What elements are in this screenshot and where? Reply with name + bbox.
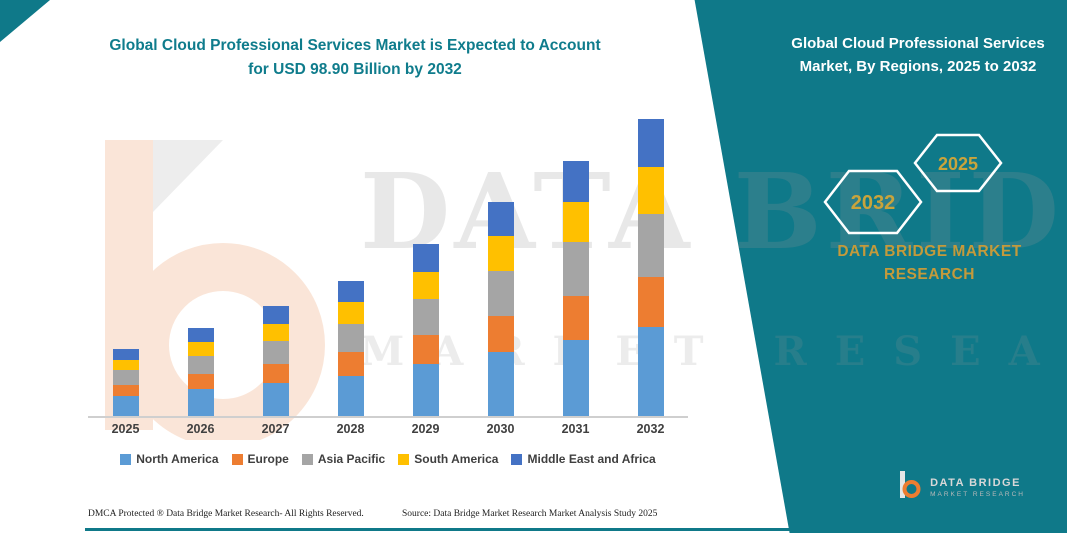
legend-label-south-america: South America bbox=[414, 452, 499, 466]
bar-segment-north-america-2032 bbox=[637, 326, 664, 416]
footer-source-text: Source: Data Bridge Market Research Mark… bbox=[402, 509, 658, 519]
bar-segment-europe-2031 bbox=[562, 296, 589, 340]
bar-segment-asia-pacific-2025 bbox=[112, 370, 139, 385]
bar-segment-middle-east-and-africa-2025 bbox=[112, 348, 139, 360]
company-logo-subtitle: MARKET RESEARCH bbox=[930, 491, 1025, 498]
hexagon-year-2032: 2032 bbox=[851, 192, 896, 214]
legend-marker-middle-east-and-africa bbox=[511, 453, 523, 465]
bar-segment-asia-pacific-2026 bbox=[187, 355, 214, 375]
bar-2030 bbox=[463, 116, 538, 416]
bar-segment-north-america-2025 bbox=[112, 395, 139, 416]
panel-brand-line2: RESEARCH bbox=[884, 266, 975, 284]
bar-2027 bbox=[238, 116, 313, 416]
bar-segment-south-america-2030 bbox=[487, 236, 514, 271]
legend-item-middle-east-and-africa: Middle East and Africa bbox=[511, 452, 656, 466]
company-logo-title: DATA BRIDGE bbox=[930, 477, 1021, 489]
bar-segment-asia-pacific-2031 bbox=[562, 242, 589, 296]
bar-segment-middle-east-and-africa-2029 bbox=[412, 244, 439, 272]
company-logo: DATA BRIDGE MARKET RESEARCH bbox=[898, 470, 1025, 505]
bar-segment-north-america-2028 bbox=[337, 375, 364, 416]
bar-segment-asia-pacific-2028 bbox=[337, 323, 364, 353]
bar-segment-europe-2028 bbox=[337, 352, 364, 376]
hexagon-2025-outline bbox=[913, 133, 1003, 193]
bar-segment-asia-pacific-2029 bbox=[412, 299, 439, 336]
bar-segment-europe-2030 bbox=[487, 315, 514, 352]
bar-2031 bbox=[538, 116, 613, 416]
chart-legend: North America Europe Asia Pacific South Ame… bbox=[78, 452, 698, 466]
bar-2029 bbox=[388, 116, 463, 416]
bar-segment-north-america-2029 bbox=[412, 364, 439, 416]
chart-title: Global Cloud Professional Services Marke… bbox=[55, 34, 655, 82]
legend-label-europe: Europe bbox=[247, 452, 289, 466]
watermark-logo-b bbox=[95, 140, 335, 447]
company-logo-text: DATA BRIDGE MARKET RESEARCH bbox=[930, 477, 1025, 498]
hexagon-year-2025: 2025 bbox=[938, 154, 978, 174]
corner-triangle-decoration bbox=[0, 0, 50, 42]
x-axis-label-2026: 2026 bbox=[186, 422, 215, 436]
bar-segment-asia-pacific-2032 bbox=[637, 214, 664, 277]
bar-segment-south-america-2025 bbox=[112, 359, 139, 371]
x-axis-label-2031: 2031 bbox=[561, 422, 590, 436]
stacked-bar-chart bbox=[88, 116, 688, 418]
year-hexagons: 2032 2025 bbox=[817, 100, 1027, 255]
legend-item-south-america: South America bbox=[398, 452, 498, 466]
chart-title-line1: Global Cloud Professional Services Marke… bbox=[109, 37, 601, 54]
chart-title-line2: for USD 98.90 Billion by 2032 bbox=[248, 61, 462, 79]
legend-label-asia-pacific: Asia Pacific bbox=[317, 452, 386, 466]
bar-segment-asia-pacific-2030 bbox=[487, 270, 514, 316]
bar-segment-south-america-2032 bbox=[637, 166, 664, 215]
bar-2032 bbox=[613, 116, 688, 416]
bar-segment-asia-pacific-2027 bbox=[262, 341, 289, 365]
bar-segment-europe-2026 bbox=[187, 374, 214, 390]
x-axis-label-2029: 2029 bbox=[411, 422, 440, 436]
legend-item-asia-pacific: Asia Pacific bbox=[301, 452, 386, 466]
bar-segment-europe-2032 bbox=[637, 276, 664, 327]
x-axis-labels: 2025 2026 2027 2028 2029 2030 2031 2032 bbox=[88, 422, 688, 436]
bar-segment-north-america-2027 bbox=[262, 383, 289, 416]
bar-segment-middle-east-and-africa-2031 bbox=[562, 161, 589, 202]
bar-segment-middle-east-and-africa-2026 bbox=[187, 327, 214, 342]
hexagon-2032-outline bbox=[823, 169, 923, 235]
legend-label-middle-east-and-africa: Middle East and Africa bbox=[527, 452, 656, 466]
legend-marker-asia-pacific bbox=[301, 453, 313, 465]
side-panel-content: Global Cloud Professional Services Marke… bbox=[687, 0, 1067, 533]
bar-segment-north-america-2031 bbox=[562, 339, 589, 416]
legend-marker-south-america bbox=[398, 453, 410, 465]
bar-segment-north-america-2030 bbox=[487, 351, 514, 416]
bar-segment-europe-2029 bbox=[412, 335, 439, 365]
bar-slots bbox=[88, 116, 688, 416]
panel-brand-line1: DATA BRIDGE MARKET bbox=[837, 243, 1022, 260]
bar-2026 bbox=[163, 116, 238, 416]
bar-segment-middle-east-and-africa-2027 bbox=[262, 306, 289, 324]
legend-marker-europe bbox=[231, 453, 243, 465]
bar-2025 bbox=[88, 116, 163, 416]
x-axis-label-2025: 2025 bbox=[111, 422, 140, 436]
bar-segment-europe-2025 bbox=[112, 384, 139, 396]
bar-segment-south-america-2031 bbox=[562, 201, 589, 243]
legend-marker-north-america bbox=[120, 453, 132, 465]
legend-item-north-america: North America bbox=[120, 452, 219, 466]
bar-segment-south-america-2026 bbox=[187, 341, 214, 356]
bar-segment-south-america-2028 bbox=[337, 302, 364, 324]
bar-segment-north-america-2026 bbox=[187, 389, 214, 416]
bar-segment-europe-2027 bbox=[262, 364, 289, 383]
footer-dmca-text: DMCA Protected ® Data Bridge Market Rese… bbox=[88, 509, 364, 519]
bar-2028 bbox=[313, 116, 388, 416]
bar-segment-middle-east-and-africa-2028 bbox=[337, 280, 364, 303]
legend-item-europe: Europe bbox=[231, 452, 289, 466]
legend-label-north-america: North America bbox=[136, 452, 219, 466]
bar-segment-middle-east-and-africa-2030 bbox=[487, 202, 514, 237]
panel-brand-text: DATA BRIDGE MARKET RESEARCH bbox=[802, 240, 1057, 287]
bar-segment-middle-east-and-africa-2032 bbox=[637, 119, 664, 167]
bar-segment-south-america-2029 bbox=[412, 271, 439, 300]
side-panel-heading: Global Cloud Professional Services Marke… bbox=[791, 35, 1045, 75]
company-logo-icon bbox=[898, 470, 922, 505]
x-axis-label-2028: 2028 bbox=[336, 422, 365, 436]
x-axis-label-2030: 2030 bbox=[486, 422, 515, 436]
bottom-divider-line bbox=[85, 528, 1067, 531]
x-axis-label-2027: 2027 bbox=[261, 422, 290, 436]
bar-segment-south-america-2027 bbox=[262, 323, 289, 342]
x-axis-label-2032: 2032 bbox=[636, 422, 665, 436]
